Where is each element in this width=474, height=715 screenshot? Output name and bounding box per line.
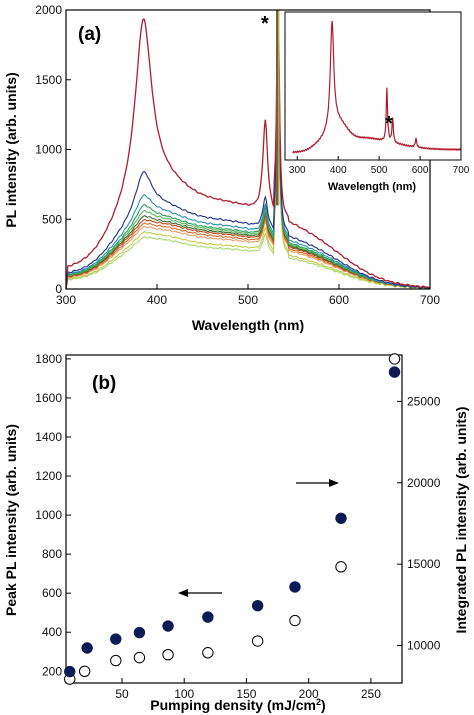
y2-tick-label: 10000 [407, 639, 441, 653]
integrated-intensity-point [110, 633, 122, 645]
spectrum-line [65, 9, 431, 290]
integrated-intensity-point [289, 581, 301, 593]
panel-b-y2-label: Integrated PL intensity (arb. units) [453, 407, 469, 634]
spectrum-line [65, 9, 431, 290]
panel-a-y-ticks: 0 500 1000 1500 2000 [35, 3, 71, 296]
spectrum-line [65, 9, 431, 290]
panel-b-y-ticks: 200 400 600 800 1000 1200 1400 1600 1800 [35, 352, 71, 678]
peak-intensity-point [202, 647, 214, 659]
peak-intensity-point [78, 665, 91, 677]
peak-intensity-point [162, 648, 174, 661]
inset-curve [292, 21, 462, 154]
spectrum-line [65, 9, 431, 290]
integrated-intensity-point [64, 665, 76, 678]
panel-b-x-label: Pumping density (mJ/cm2) [150, 697, 325, 713]
inset-x-tick-label: 300 [289, 165, 306, 176]
integrated-intensity-point [202, 611, 214, 623]
spectrum-line [65, 9, 431, 290]
x-tick-label: 200 [299, 687, 319, 701]
panel-b-points [64, 353, 401, 685]
y-tick-label: 1400 [35, 430, 62, 444]
integrated-intensity-point [251, 599, 264, 612]
y2-tick-label: 15000 [407, 557, 441, 571]
y-tick-label: 1800 [35, 352, 62, 366]
y-tick-label: 0 [55, 282, 62, 296]
x-tick-label: 500 [238, 293, 258, 307]
inset-x-tick-label: 700 [453, 165, 470, 176]
panel-b: 50 100 150 200 250 200 400 600 800 1000 1200 1400 1… [3, 352, 469, 713]
peak-intensity-point [289, 614, 301, 627]
y2-tick-label: 20000 [407, 476, 441, 490]
arrow-to-right-axis [296, 479, 339, 487]
y-tick-label: 400 [42, 625, 62, 639]
x-tick-label: 100 [174, 687, 194, 701]
peak-intensity-point [388, 353, 401, 365]
x-tick-label: 700 [420, 293, 440, 307]
peak-intensity-point [251, 635, 264, 647]
y-tick-label: 1000 [35, 143, 62, 157]
x-tick-label: 400 [147, 293, 167, 307]
y-tick-label: 1000 [35, 508, 62, 522]
x-tick-label: 150 [236, 687, 256, 701]
panel-a-y-label: PL intensity (arb. units) [3, 72, 19, 227]
panel-b-frame [65, 354, 403, 684]
arrow-to-left-axis [178, 589, 222, 597]
inset-background [285, 12, 461, 160]
integrated-intensity-point [133, 626, 146, 639]
laser-asterisk: * [261, 13, 269, 35]
y-tick-label: 2000 [35, 3, 62, 17]
integrated-intensity-point [335, 512, 347, 524]
x-tick-label: 50 [115, 687, 129, 701]
inset-x-tick-label: 500 [371, 165, 388, 176]
inset-x-tick-label: 600 [412, 165, 429, 176]
y-tick-label: 1600 [35, 391, 62, 405]
inset-x-label: Wavelength (nm) [328, 181, 417, 193]
y-tick-label: 1500 [35, 73, 62, 87]
integrated-intensity-point [388, 366, 401, 378]
y-tick-label: 500 [42, 212, 62, 226]
inset-spectrum-line [292, 21, 462, 154]
panel-b-x-ticks: 50 100 150 200 250 [115, 678, 381, 701]
peak-intensity-point [110, 654, 122, 667]
integrated-intensity-point [81, 642, 93, 654]
panel-b-y2-ticks: 10000 15000 20000 25000 [397, 394, 441, 653]
spectrum-line [65, 9, 431, 290]
y-tick-label: 200 [42, 664, 62, 678]
panel-a-x-ticks: 300 400 500 600 700 [56, 284, 440, 307]
panel-b-label: (b) [92, 373, 116, 394]
y-tick-label: 600 [42, 586, 62, 600]
inset-frame [284, 11, 462, 161]
inset-x-tick-label: 400 [330, 165, 347, 176]
x-tick-label: 600 [329, 293, 349, 307]
spectra-curves [65, 9, 431, 290]
y-tick-label: 800 [42, 547, 62, 561]
y2-tick-label: 25000 [407, 394, 441, 408]
laser-line [276, 10, 280, 206]
y-tick-label: 1200 [35, 469, 62, 483]
peak-intensity-point [335, 561, 347, 573]
panel-a-x-label: Wavelength (nm) [192, 317, 304, 333]
integrated-intensity-point [162, 620, 174, 632]
inset-x-ticks: 300 400 500 600 700 [289, 156, 470, 176]
peak-intensity-point [133, 651, 146, 664]
x-tick-label: 250 [361, 687, 381, 701]
panel-a-label: (a) [78, 24, 101, 45]
panel-b-y-label: Peak PL intensity (arb. units) [3, 424, 19, 616]
x-tick-label: 300 [56, 293, 76, 307]
panel-a: 300 400 500 600 700 0 500 1000 1500 2000 (a) * W… [3, 3, 470, 333]
inset-spectrum: 300 400 500 600 700 * Wavelength (nm) [284, 11, 470, 193]
inset-asterisk: * [385, 113, 393, 135]
